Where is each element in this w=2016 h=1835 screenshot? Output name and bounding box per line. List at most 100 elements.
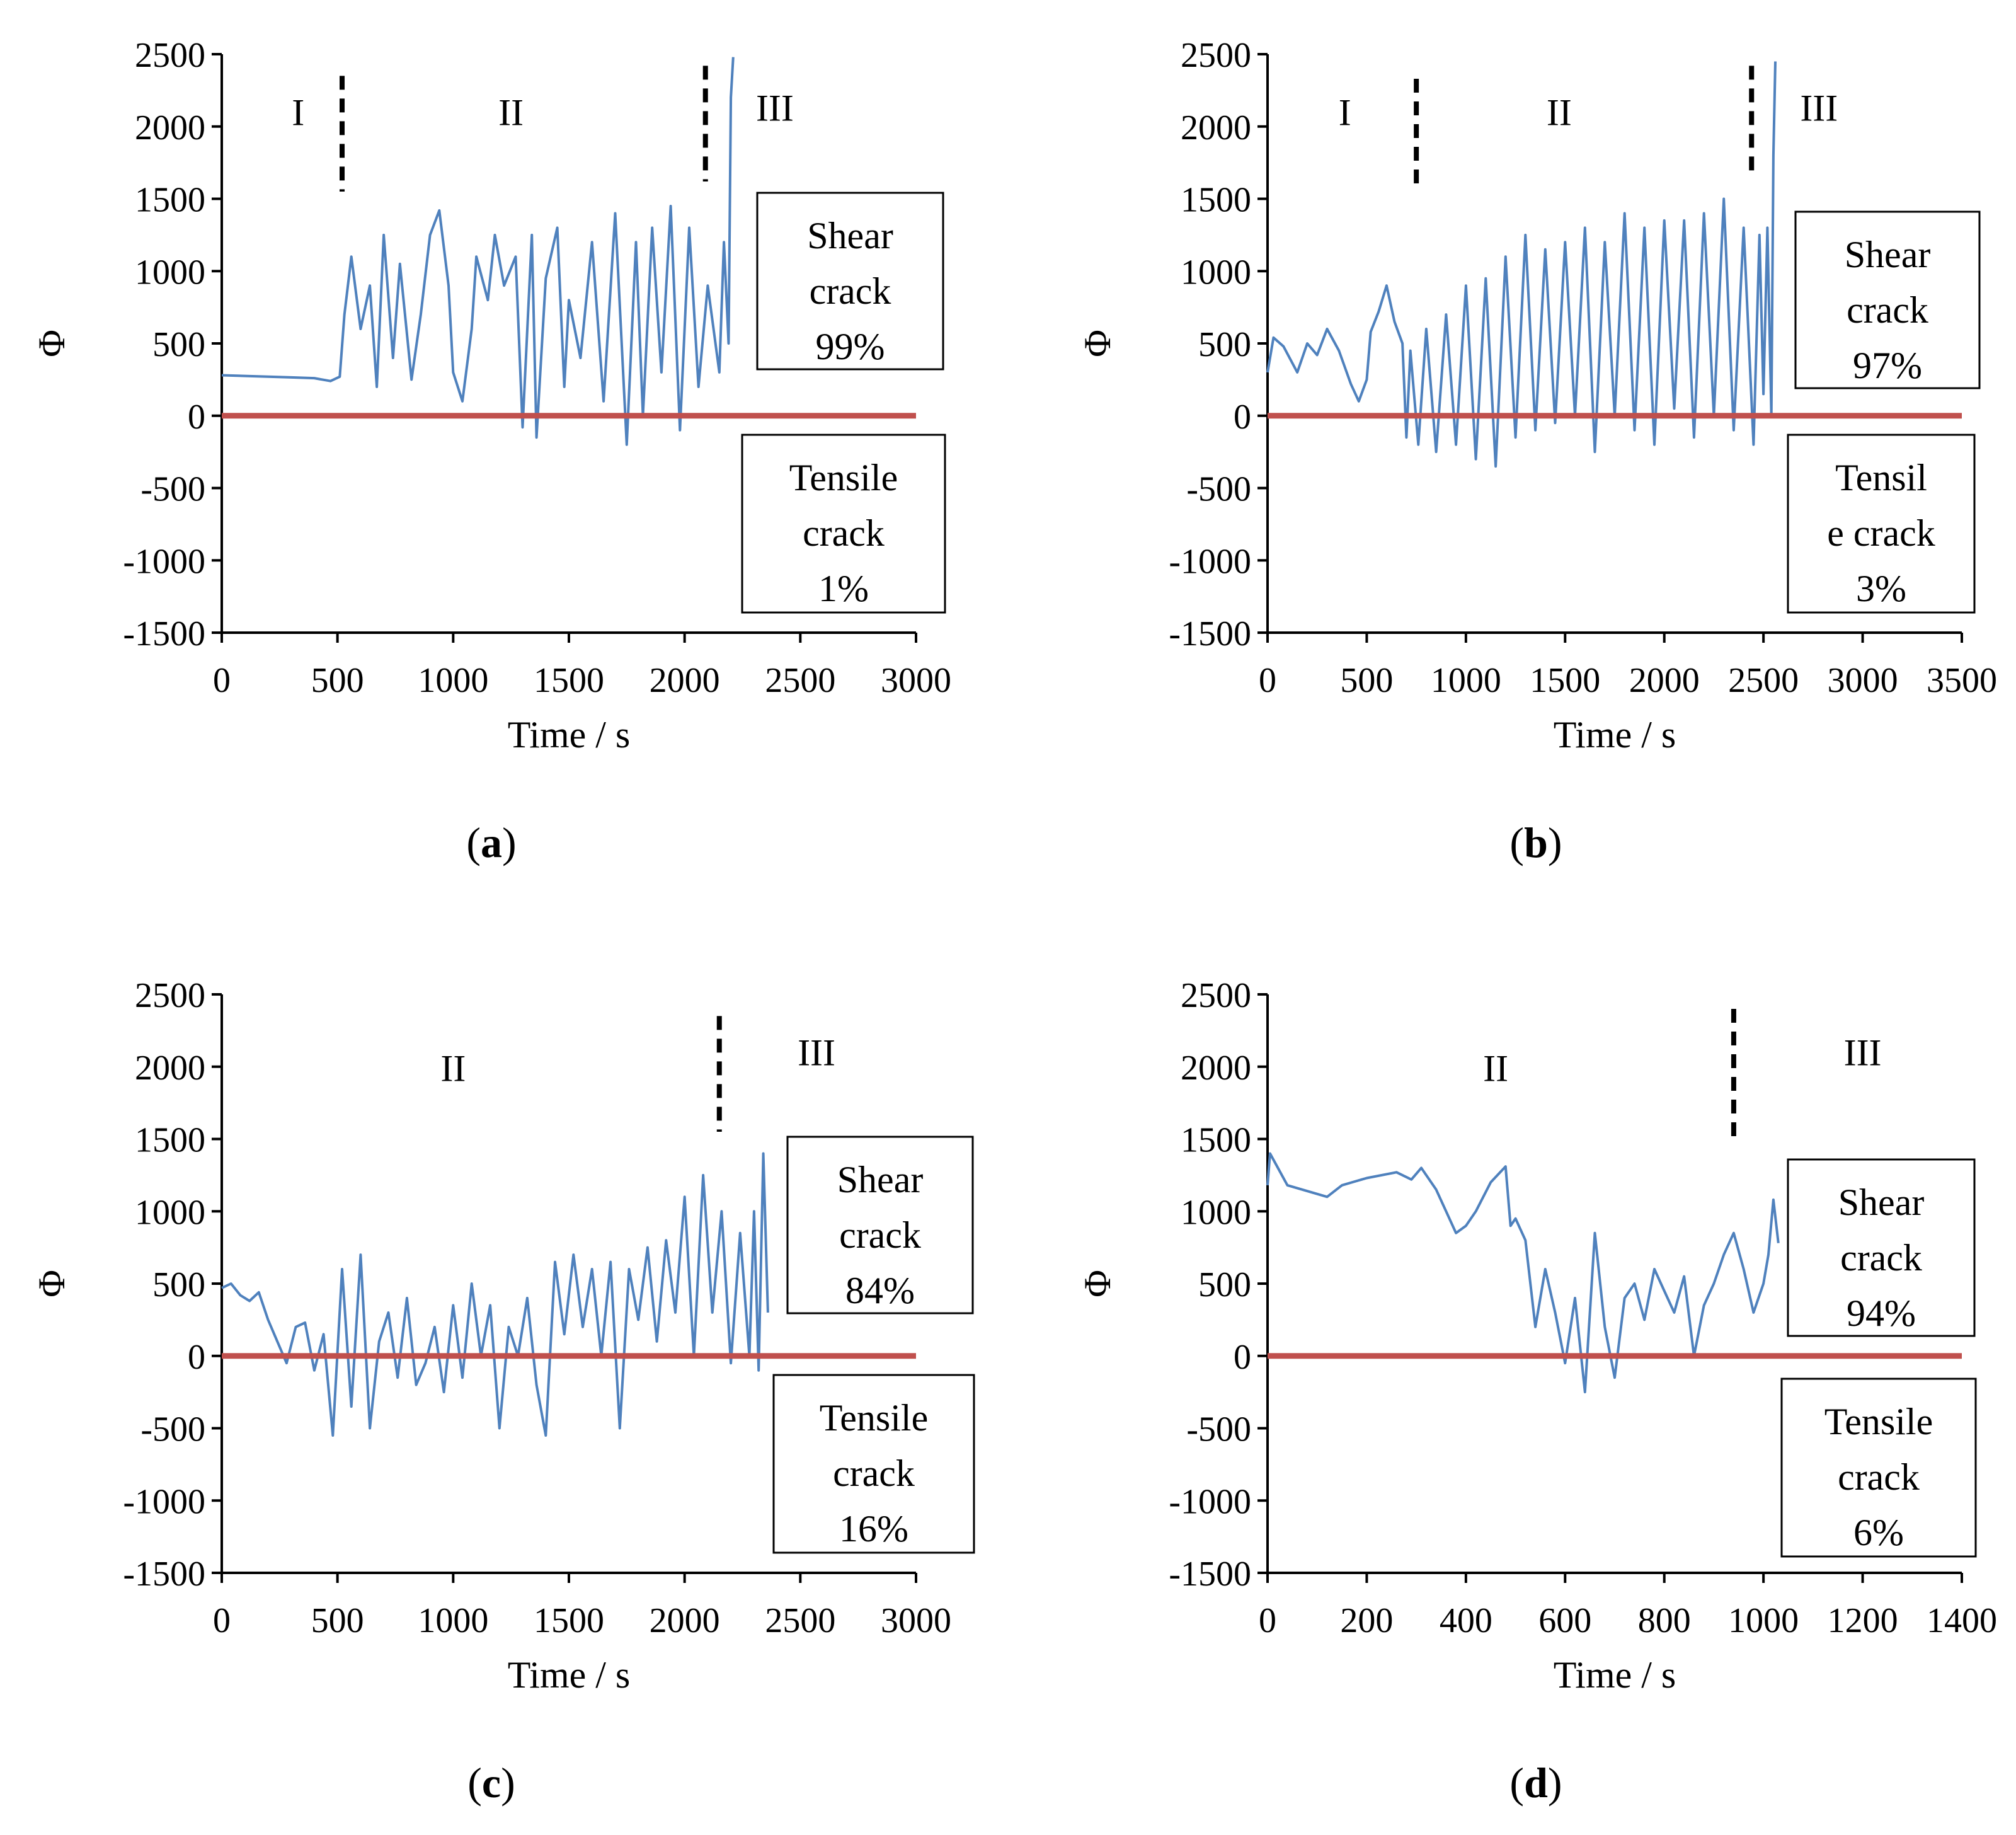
shear-crack-box: Shear crack 97% — [1794, 210, 1981, 389]
y-tick-label: -1500 — [1169, 1555, 1251, 1594]
y-axis-label: Φ — [31, 1270, 72, 1297]
y-axis-label: Φ — [1077, 330, 1118, 357]
x-tick-label: 1400 — [1927, 1601, 1997, 1640]
y-tick-label: -500 — [140, 470, 205, 509]
y-tick-label: 2000 — [1181, 1049, 1251, 1088]
y-tick-label: -1000 — [1169, 1482, 1251, 1521]
shear-crack-box-text: Shear — [807, 215, 893, 256]
x-tick-label: 2000 — [650, 661, 720, 700]
y-axis-label: Φ — [31, 330, 72, 357]
tensile-crack-box-text: 16% — [839, 1508, 908, 1550]
x-tick-label: 2500 — [765, 1601, 835, 1640]
shear-crack-box-text: 99% — [816, 326, 885, 367]
panel-caption-letter: c — [482, 1759, 501, 1807]
shear-crack-box: Shear crack 84% — [786, 1136, 974, 1314]
y-tick-label: -1000 — [123, 1482, 205, 1521]
x-tick-label: 600 — [1538, 1601, 1591, 1640]
x-tick-label: 0 — [1259, 661, 1276, 700]
x-tick-label: 500 — [1340, 661, 1393, 700]
x-tick-label: 500 — [311, 661, 364, 700]
tensile-crack-box-frame — [1780, 1378, 1977, 1558]
chart-panel-d: -1500 -1000 -500 0 500 1000 1500 2000 2500 0 200 40… — [1077, 976, 1997, 1807]
tensile-crack-box: Tensile crack 1% — [741, 434, 946, 614]
tensile-crack-box-text: crack — [833, 1452, 915, 1494]
tensile-crack-box-text: Tensile — [789, 457, 898, 498]
y-tick-label: 0 — [1234, 398, 1251, 437]
stage-label: I — [1339, 91, 1351, 133]
x-tick-label: 1500 — [534, 661, 604, 700]
tensile-crack-box-frame — [1787, 434, 1976, 614]
x-tick-label: 1500 — [1530, 661, 1600, 700]
panel-caption: (a) — [466, 819, 516, 866]
y-axis-label: Φ — [1077, 1270, 1118, 1297]
y-tick-label: 2500 — [1181, 36, 1251, 75]
stage-label: III — [1844, 1032, 1882, 1073]
stage-label: I — [292, 91, 304, 133]
stage-label: II — [498, 91, 524, 133]
shear-crack-box-text: Shear — [1838, 1182, 1925, 1223]
x-axis-label: Time / s — [1554, 1654, 1676, 1696]
x-tick-label: 200 — [1340, 1601, 1393, 1640]
y-tick-label: 2000 — [135, 1049, 205, 1088]
phi-series-line — [1266, 1152, 1780, 1394]
tensile-crack-box-text: 6% — [1853, 1512, 1904, 1553]
x-tick-label: 1500 — [534, 1601, 604, 1640]
y-tick-label: 500 — [152, 1265, 205, 1304]
y-tick-label: 1000 — [135, 253, 205, 292]
y-tick-label: -1000 — [123, 542, 205, 581]
y-tick-label: 500 — [1198, 1265, 1251, 1304]
tensile-crack-box-text: Tensile — [1824, 1401, 1933, 1442]
x-tick-label: 2000 — [650, 1601, 720, 1640]
y-tick-label: 1500 — [135, 1121, 205, 1160]
y-tick-label: 1500 — [135, 181, 205, 220]
tensile-crack-box: Tensile crack 16% — [772, 1374, 975, 1554]
y-tick-label: -500 — [1186, 1410, 1251, 1449]
y-tick-label: -1000 — [1169, 542, 1251, 581]
x-tick-label: 2500 — [765, 661, 835, 700]
chart-panel-b: -1500 -1000 -500 0 500 1000 1500 2000 2500 0 500 10… — [1077, 36, 1997, 866]
shear-crack-box-text: crack — [1840, 1237, 1922, 1279]
shear-crack-box-text: 94% — [1847, 1292, 1916, 1334]
phi-series-line — [221, 1152, 769, 1437]
panel-caption-letter: a — [481, 819, 502, 866]
y-tick-label: 500 — [1198, 325, 1251, 364]
stage-label: III — [798, 1032, 835, 1073]
y-tick-label: 2500 — [135, 976, 205, 1015]
shear-crack-box-text: 84% — [845, 1270, 915, 1311]
x-tick-label: 3500 — [1927, 661, 1997, 700]
x-tick-label: 1000 — [1431, 661, 1501, 700]
x-tick-label: 400 — [1440, 1601, 1492, 1640]
tensile-crack-box: Tensile crack 6% — [1780, 1378, 1977, 1558]
shear-crack-box-frame — [786, 1136, 974, 1314]
x-axis-label: Time / s — [1554, 714, 1676, 756]
y-tick-label: -1500 — [123, 614, 205, 653]
phi-series-line — [1266, 61, 1777, 468]
x-tick-label: 0 — [213, 1601, 231, 1640]
x-tick-label: 800 — [1638, 1601, 1691, 1640]
tensile-crack-box-text: e crack — [1827, 512, 1935, 554]
x-tick-label: 0 — [213, 661, 231, 700]
x-tick-label: 2500 — [1728, 661, 1799, 700]
panel-caption-letter: b — [1524, 819, 1548, 866]
x-tick-label: 0 — [1259, 1601, 1276, 1640]
tensile-crack-box-frame — [772, 1374, 975, 1554]
y-tick-label: 0 — [188, 1338, 205, 1377]
shear-crack-box-text: crack — [839, 1214, 921, 1256]
y-tick-label: 1000 — [135, 1193, 205, 1232]
x-tick-label: 1000 — [1728, 1601, 1799, 1640]
y-tick-label: 2500 — [1181, 976, 1251, 1015]
stage-label: II — [1547, 91, 1572, 133]
y-tick-label: 1500 — [1181, 181, 1251, 220]
stage-label: II — [1483, 1048, 1508, 1090]
x-tick-label: 3000 — [881, 1601, 951, 1640]
x-tick-label: 3000 — [881, 661, 951, 700]
panel-caption: (b) — [1509, 819, 1562, 866]
tensile-crack-box-text: 3% — [1856, 568, 1906, 609]
y-tick-label: -500 — [140, 1410, 205, 1449]
x-tick-label: 1000 — [418, 661, 488, 700]
panel-caption: (d) — [1509, 1759, 1562, 1807]
y-tick-label: -500 — [1186, 470, 1251, 509]
tensile-crack-box-text: Tensile — [820, 1397, 928, 1439]
y-tick-label: 2000 — [135, 108, 205, 147]
